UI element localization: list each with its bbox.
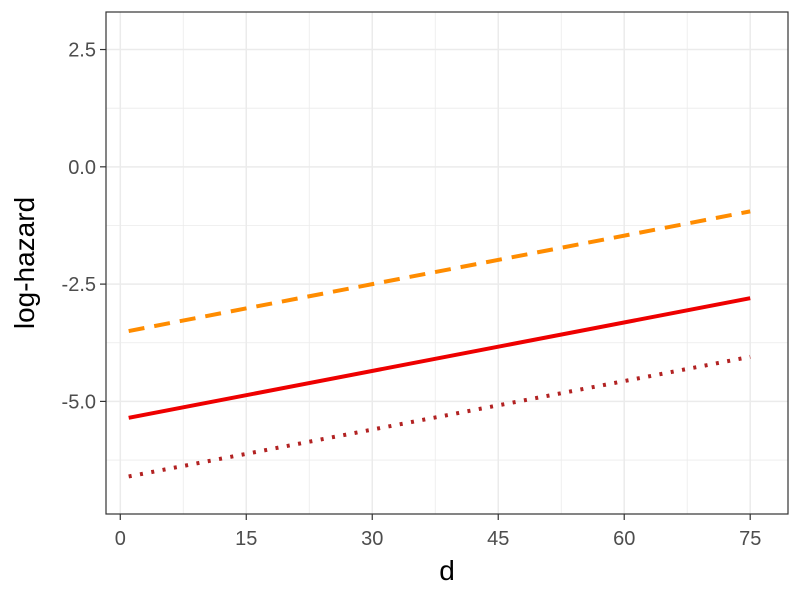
x-tick-label: 30 — [361, 528, 383, 550]
y-tick-label: -5.0 — [62, 391, 96, 413]
major-gridlines — [106, 12, 788, 514]
series-line-3 — [128, 354, 751, 479]
x-tick-label: 15 — [235, 528, 257, 550]
series-line-1 — [128, 209, 751, 333]
series-layer — [128, 209, 751, 479]
x-axis-title: d — [439, 555, 455, 586]
y-axis: 2.5 0.0 -2.5 -5.0 — [62, 40, 106, 413]
x-tick-label: 60 — [613, 528, 635, 550]
y-tick-label: 0.0 — [68, 157, 96, 179]
x-tick-label: 0 — [115, 528, 126, 550]
y-tick-label: -2.5 — [62, 274, 96, 296]
y-tick-label: 2.5 — [68, 40, 96, 62]
plot-panel-border — [105, 11, 789, 515]
plot-panel-background — [106, 12, 788, 514]
y-axis-title: log-hazard — [9, 197, 40, 329]
series-line-2 — [128, 296, 751, 420]
x-tick-label: 45 — [487, 528, 509, 550]
x-axis: 0 15 30 45 60 75 — [115, 514, 761, 550]
x-tick-label: 75 — [739, 528, 761, 550]
